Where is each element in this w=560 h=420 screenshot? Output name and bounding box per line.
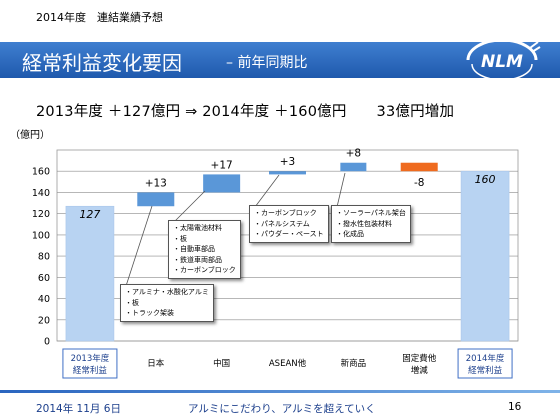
slide-title: 経常利益変化要因 [22,51,182,75]
summary-change: 2013年度 ＋127億円 ⇒ 2014年度 ＋160億円 [36,104,347,120]
callout-box: ・太陽電池材料 ・板・自動車部品 ・鉄道車両部品・カーボンブロック [168,220,241,279]
nlm-logo-icon: NLM [466,38,541,81]
bar-6 [460,170,510,342]
y-tick-label: 20 [38,315,50,326]
data-label: +17 [211,159,233,171]
data-label: 127 [79,208,100,221]
callout-line: ・アルミナ・水酸化アルミ [125,288,209,296]
callout-box: ・ソーラーパネル架台 ・撥水性包装材料 ・化成品 [331,205,411,243]
y-tick-label: 40 [38,294,50,305]
bar-3 [269,171,306,175]
callout-line: ・化成品 [336,230,364,238]
callout-line: ・鉄道車両部品 [173,255,222,264]
callout-line: ・板 [125,298,139,307]
callout-pointer [173,190,206,223]
y-tick-label: 60 [38,273,50,284]
data-label: +8 [346,148,361,160]
category-label: 2014年度 [466,353,505,364]
slide-subtitle: – 前年同期比 [226,55,308,71]
category-label: 新商品 [341,358,367,369]
data-label: +3 [280,156,295,168]
category-label: 2013年度 [71,353,110,364]
callout-line: ・ソーラーパネル架台 [336,209,406,217]
data-label: 160 [475,173,496,186]
callout-line: ・パネルシステム [254,219,310,228]
callout-line: ・自動車部品 [173,245,215,253]
footer-slogan: アルミにこだわり、アルミを超えていく [188,403,376,415]
bar-0 [65,205,115,342]
footer-date: 2014年 11月 6日 [36,403,121,415]
page-number: 16 [508,401,522,413]
title-band: 経常利益変化要因 – 前年同期比 [0,42,560,78]
callout-pointer [336,172,346,208]
callout-line: ・パウダー・ペースト [254,230,324,238]
summary-increase: 33億円増加 [376,104,455,120]
y-tick-label: 100 [32,230,50,241]
y-tick-label: 120 [32,209,50,220]
svg-text:NLM: NLM [481,52,523,72]
callout-line: ・太陽電池材料 [173,224,222,232]
y-tick-label: 0 [44,337,50,348]
category-label: 固定費他 [402,353,437,364]
y-tick-label: 140 [32,188,50,199]
callout-line: ・トラック架装 [125,309,174,317]
callout-box: ・カーボンブロック ・パネルシステム・パウダー・ペースト [249,205,329,243]
category-label: 経常利益 [73,365,108,376]
category-label-box [457,348,513,379]
category-label: ASEAN他 [269,358,307,369]
category-label: 日本 [147,358,165,369]
callout-pointer [125,205,153,287]
callout-line: ・撥水性包装材料 [336,219,392,228]
callout-pointer [254,174,280,208]
data-label: -8 [414,177,424,189]
category-label: 中国 [213,358,230,369]
summary-statement: 2013年度 ＋127億円 ⇒ 2014年度 ＋160億円 33億円増加 [36,100,454,121]
footer-divider [0,390,560,393]
category-label: 増減 [411,365,429,376]
bar-2 [203,174,241,193]
y-axis-unit-label: （億円） [10,130,50,141]
y-tick-label: 160 [32,167,50,178]
y-tick-label: 80 [38,252,50,263]
callout-line: ・カーボンブロック [173,266,236,274]
bar-1 [137,192,175,207]
callout-line: ・板 [173,234,187,243]
callout-box: ・アルミナ・水酸化アルミ ・板・トラック架装 [120,284,214,322]
category-label: 経常利益 [468,365,503,376]
data-label: +13 [145,177,167,189]
bar-5 [400,162,438,172]
bar-4 [340,162,367,172]
category-label-box [62,348,118,379]
callout-line: ・カーボンブロック [254,209,317,217]
fiscal-year-label: 2014年度 連結業績予想 [36,11,163,24]
